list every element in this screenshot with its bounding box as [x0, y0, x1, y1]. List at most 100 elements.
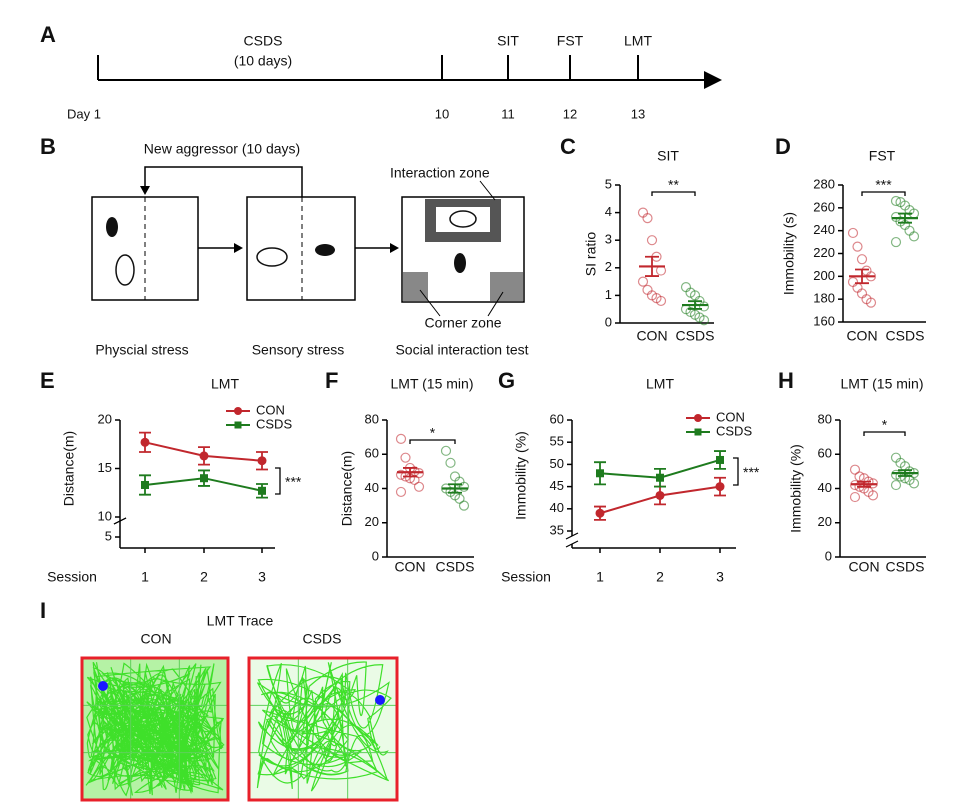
y-tick-label: 60 — [365, 446, 379, 461]
trace-plots — [80, 656, 399, 802]
significance: * — [882, 417, 888, 433]
y-tick-label: 55 — [550, 434, 564, 449]
y-tick-label: 0 — [825, 548, 832, 563]
legend-marker — [694, 428, 702, 436]
x-axis-label: Session — [47, 569, 97, 585]
leader-line — [419, 289, 441, 317]
legend-marker — [234, 407, 242, 415]
significance: *** — [285, 474, 302, 490]
panel-label: B — [40, 134, 56, 159]
x-tick-label: CON — [848, 559, 879, 575]
significance: *** — [743, 464, 760, 480]
chart-title: LMT — [646, 376, 674, 392]
mouse-aggressor — [449, 210, 477, 228]
marker — [141, 480, 149, 489]
legend-marker — [694, 414, 702, 422]
cage — [246, 196, 356, 301]
y-tick-label: 200 — [813, 268, 835, 283]
x-tick-label: 3 — [716, 569, 724, 585]
test-label: LMT — [624, 33, 652, 49]
zone-label: Corner zone — [424, 315, 501, 331]
data-point — [646, 235, 658, 246]
stage-label: Sensory stress — [252, 342, 345, 358]
panel-label: A — [40, 22, 56, 47]
chart-title: FST — [869, 148, 896, 164]
data-point — [698, 315, 710, 326]
marker — [199, 451, 209, 461]
mouse-aggressor — [315, 244, 335, 256]
data-point — [849, 491, 861, 503]
trace-group: CSDS — [303, 631, 342, 647]
data-point — [400, 452, 411, 463]
data-point — [847, 276, 859, 288]
x-tick-label: CON — [394, 559, 425, 575]
y-tick-label: 20 — [365, 514, 379, 529]
data-point — [890, 469, 902, 480]
trace-group: CON — [140, 631, 171, 647]
mouse-test — [256, 247, 288, 267]
marker — [140, 437, 150, 447]
data-point — [861, 265, 872, 276]
marker — [655, 490, 665, 500]
axis-break — [565, 540, 579, 548]
x-axis-label: Session — [501, 569, 551, 585]
sem-bar — [645, 255, 659, 277]
data-point — [904, 225, 915, 236]
sem-bar — [857, 480, 871, 488]
sem-bar — [855, 268, 869, 285]
marker — [716, 455, 724, 464]
x-tick-label: 1 — [141, 569, 149, 585]
test-label: FST — [557, 33, 584, 49]
data-point — [865, 297, 877, 308]
data-point — [440, 445, 452, 456]
data-point — [655, 295, 667, 307]
leader-line — [479, 180, 496, 201]
data-point — [908, 478, 920, 489]
y-tick-label: 40 — [818, 480, 832, 495]
cage — [91, 196, 199, 301]
marker — [715, 482, 725, 492]
data-point — [413, 481, 425, 492]
y-tick-label: 20 — [818, 514, 832, 529]
x-tick-label: 2 — [200, 569, 208, 585]
trace-path — [256, 661, 392, 792]
data-point — [458, 481, 470, 492]
y-tick-label: 20 — [98, 411, 112, 426]
marker — [595, 508, 605, 518]
mouse-test — [454, 253, 466, 273]
day-label: 11 — [501, 106, 515, 121]
marker — [200, 474, 208, 483]
y-tick-label: 1 — [605, 287, 612, 302]
stress-duration: (10 days) — [234, 53, 292, 69]
data-point — [908, 231, 920, 242]
trace-title: LMT Trace — [207, 613, 274, 629]
y-tick-label: 2 — [605, 259, 612, 274]
timeline-ticks — [97, 55, 639, 80]
y-tick-label: 260 — [813, 199, 835, 214]
y-tick-label: 10 — [98, 508, 112, 523]
data-point — [856, 288, 868, 299]
x-tick-label: 3 — [258, 569, 266, 585]
y-tick-label: 160 — [813, 313, 835, 328]
stage-label: Physcial stress — [95, 342, 188, 358]
panel-label: D — [775, 134, 791, 159]
arrowhead — [140, 186, 150, 195]
data-point — [890, 195, 902, 207]
data-point — [395, 486, 407, 498]
arena — [401, 196, 525, 303]
y-axis-label: Distance(m) — [339, 451, 355, 526]
data-point — [867, 490, 879, 501]
test-label: SIT — [497, 33, 519, 49]
panel-label: G — [498, 368, 515, 393]
data-point — [847, 227, 859, 239]
y-tick-label: 5 — [105, 528, 112, 543]
x-tick-label: CSDS — [676, 328, 715, 344]
y-tick-label: 60 — [818, 446, 832, 461]
x-tick-label: CSDS — [436, 559, 475, 575]
arrowhead — [234, 243, 243, 253]
x-tick-label: CSDS — [886, 559, 925, 575]
marker — [258, 486, 266, 495]
data-point — [890, 479, 902, 491]
chart-title: SIT — [657, 148, 679, 164]
